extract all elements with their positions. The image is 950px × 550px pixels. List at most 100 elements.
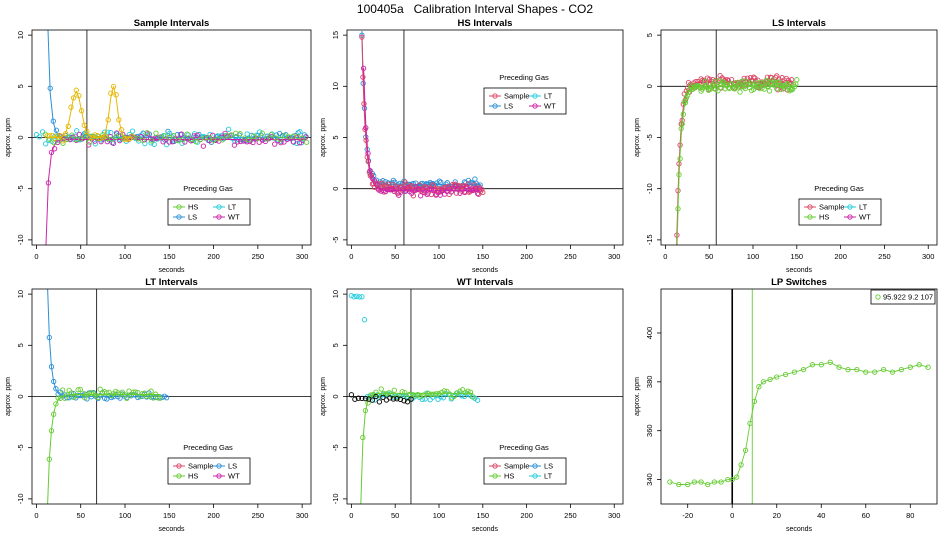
data-point [268, 132, 274, 138]
data-point [741, 75, 747, 82]
data-point [78, 108, 85, 114]
data-point [461, 189, 468, 195]
data-point [237, 138, 244, 145]
data-point [742, 447, 749, 453]
data-point [355, 395, 362, 401]
data-point [470, 394, 476, 400]
data-point [86, 142, 92, 148]
data-point [117, 133, 124, 139]
data-point [362, 407, 369, 414]
legend-box [167, 198, 251, 226]
data-point [404, 399, 411, 405]
data-point [206, 135, 212, 141]
plot-frame [660, 288, 938, 505]
data-point [744, 75, 751, 81]
data-point [100, 134, 106, 140]
data-point [845, 366, 851, 373]
data-point [809, 362, 816, 368]
data-point [675, 251, 679, 255]
data-point [84, 128, 90, 135]
data-point [387, 187, 393, 193]
y-tick-label: 400 [645, 327, 654, 340]
y-tick-label: 380 [645, 376, 654, 389]
y-tick-label: 360 [645, 424, 654, 437]
data-point [705, 481, 711, 488]
x-tick-label: 300 [296, 252, 309, 261]
data-point [677, 156, 683, 162]
legend-title: Preceding Gas [814, 184, 864, 193]
x-tick-label: 200 [207, 511, 220, 520]
data-point [446, 391, 453, 397]
x-tick-label: -20 [682, 511, 693, 520]
data-point [465, 388, 471, 394]
x-tick-label: 100 [433, 511, 446, 520]
data-point [53, 401, 59, 407]
data-point [452, 393, 458, 399]
plot-area [661, 30, 937, 255]
series-line [360, 392, 474, 504]
legend-label: LS [228, 462, 237, 471]
data-point [390, 396, 397, 402]
data-point [92, 141, 98, 147]
data-point [244, 131, 250, 137]
legend-box [167, 457, 251, 485]
y-axis-label: approx. ppm [320, 377, 327, 416]
data-point [747, 420, 753, 427]
x-tick-label: 100 [433, 252, 446, 261]
legend-box [483, 87, 567, 115]
data-point [365, 150, 371, 157]
data-point [179, 131, 185, 137]
data-point [880, 366, 887, 373]
data-point [375, 392, 382, 398]
data-point [225, 126, 232, 132]
data-point [452, 181, 459, 187]
data-point [144, 393, 150, 400]
legend-swatch-point [216, 204, 222, 210]
data-point [45, 271, 49, 275]
data-point [278, 139, 284, 146]
legend-box [798, 198, 882, 226]
x-tick-label: 50 [391, 252, 399, 261]
data-point [457, 388, 463, 394]
data-point [420, 392, 426, 398]
data-point [46, 456, 52, 462]
data-point [48, 149, 55, 156]
data-point [188, 136, 195, 143]
data-point [408, 396, 414, 402]
legend-swatch-point [532, 463, 538, 469]
data-point [729, 476, 735, 483]
data-point [45, 180, 52, 186]
data-point [872, 369, 878, 375]
data-point [477, 186, 483, 192]
x-tick-label: 100 [747, 252, 760, 261]
x-tick-label: 200 [520, 252, 533, 261]
plot-frame [346, 29, 624, 246]
x-axis-label: seconds [158, 267, 185, 274]
data-point [36, 134, 43, 140]
data-point [231, 142, 238, 148]
data-point [373, 393, 379, 400]
x-tick-label: 300 [608, 252, 621, 261]
legend-title: Preceding Gas [183, 184, 233, 193]
data-point [404, 395, 411, 401]
data-point [359, 34, 365, 40]
data-point [362, 395, 369, 402]
data-point [363, 125, 369, 131]
y-axis-label: approx. ppm [5, 377, 12, 416]
data-point [155, 394, 161, 401]
data-point [203, 135, 210, 141]
data-point [916, 362, 922, 368]
y-tick-label: 10 [16, 31, 25, 39]
data-point [129, 133, 135, 139]
data-point [53, 127, 60, 133]
data-point [836, 364, 842, 370]
x-tick-label: 200 [207, 252, 220, 261]
data-point [683, 95, 690, 101]
data-point [264, 136, 270, 142]
data-point [751, 398, 758, 405]
panel-title: WT Intervals [457, 277, 514, 288]
data-point [676, 161, 682, 167]
legend-box [870, 289, 936, 305]
panel-title: LP Switches [771, 277, 827, 288]
data-point [889, 369, 896, 375]
